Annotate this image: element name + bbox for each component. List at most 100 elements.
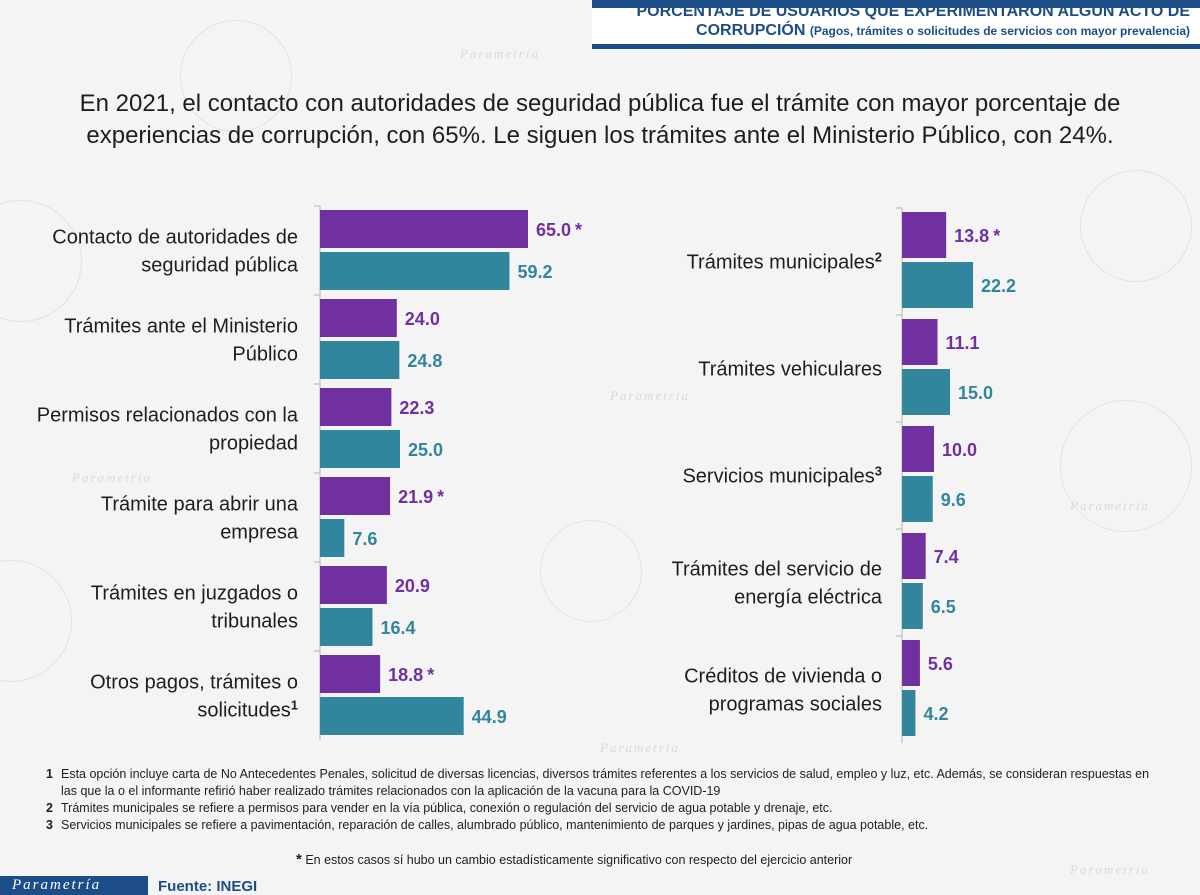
bar	[902, 426, 934, 472]
category-label: Trámites vehiculares	[698, 359, 882, 381]
footnote-text: Trámites municipales se refiere a permis…	[61, 801, 833, 815]
category-label: energía eléctrica	[734, 587, 883, 609]
significance-star: *	[437, 487, 444, 507]
significance-text: En estos casos sí hubo un cambio estadís…	[305, 853, 853, 867]
data-label: 7.6	[352, 529, 377, 549]
watermark-text: Parametría	[460, 46, 540, 61]
data-label: 18.8 *	[388, 665, 434, 685]
data-label: 25.0	[408, 440, 443, 460]
category-label: Créditos de vivienda o	[684, 666, 882, 688]
category-label: Trámites ante el Ministerio	[64, 316, 298, 338]
footnote-ref: 2	[875, 249, 882, 264]
chart-title: PORCENTAJE DE USUARIOS QUE EXPERIMENTARO…	[630, 2, 1190, 41]
watermark-text: Parametría	[600, 740, 680, 755]
bar	[320, 697, 464, 735]
category-label: tribunales	[211, 611, 298, 633]
data-label: 59.2	[517, 262, 552, 282]
bar	[902, 476, 933, 522]
data-label: 65.0 *	[536, 220, 582, 240]
header-bar	[592, 0, 1200, 49]
footnote-text: Esta opción incluye carta de No Antecede…	[61, 767, 1150, 798]
watermark-text: Parametría	[1070, 862, 1150, 877]
bar	[902, 319, 938, 365]
category-label: Trámites en juzgados o	[91, 583, 298, 605]
category-label: Otros pagos, trámites o	[90, 672, 298, 694]
category-label: seguridad pública	[141, 255, 299, 277]
data-label: 16.4	[380, 618, 415, 638]
footnote-text: Servicios municipales se refiere a pavim…	[61, 818, 929, 832]
footnote-number: 1	[46, 767, 53, 781]
footnote-number: 2	[46, 801, 53, 815]
bar	[320, 430, 400, 468]
bar	[902, 212, 947, 258]
significance-mark: *	[296, 851, 302, 868]
bar	[320, 299, 397, 337]
watermark-text: Parametría	[610, 388, 690, 403]
bar	[320, 388, 392, 426]
footnote: 3 Servicios municipales se refiere a pavi…	[46, 817, 1166, 834]
watermark-text: Parametría	[1070, 498, 1150, 513]
bar	[902, 369, 950, 415]
chart-title-line1: PORCENTAJE DE USUARIOS QUE EXPERIMENTARO…	[636, 3, 1190, 20]
watermark-circle	[540, 520, 642, 622]
category-label: Trámite para abrir una	[101, 494, 299, 516]
bar	[902, 690, 916, 736]
footnote-ref: 3	[875, 463, 882, 478]
significance-note: * En estos casos sí hubo un cambio estad…	[296, 851, 852, 868]
data-label: 13.8 *	[954, 226, 1000, 246]
data-label: 9.6	[941, 490, 966, 510]
category-label: propiedad	[209, 433, 298, 455]
bar	[902, 640, 920, 686]
footnotes: 1 Esta opción incluye carta de No Anteced…	[46, 766, 1166, 834]
brand-logo: Parametría	[0, 876, 148, 895]
data-label: 20.9	[395, 576, 430, 596]
data-label: 7.4	[934, 547, 959, 567]
footnote: 1 Esta opción incluye carta de No Anteced…	[46, 766, 1166, 800]
bar	[320, 608, 373, 646]
bar	[320, 252, 510, 290]
data-label: 15.0	[958, 383, 993, 403]
significance-star: *	[427, 665, 434, 685]
category-label: Servicios municipales3	[682, 463, 882, 488]
bar	[902, 262, 974, 308]
bar	[320, 566, 387, 604]
data-label: 24.0	[405, 309, 440, 329]
chart-title-main: CORRUPCIÓN	[696, 22, 806, 39]
footnote-number: 3	[46, 818, 53, 832]
data-label: 44.9	[472, 707, 507, 727]
data-label: 11.1	[946, 333, 980, 353]
category-label: Permisos relacionados con la	[37, 405, 299, 427]
category-label: empresa	[220, 522, 299, 544]
data-label: 21.9 *	[398, 487, 444, 507]
footnote-ref: 1	[291, 697, 298, 712]
watermark-text: Parametría	[72, 470, 152, 485]
category-label: Trámites del servicio de	[672, 559, 882, 581]
footnote: 2 Trámites municipales se refiere a permi…	[46, 800, 1166, 817]
bar	[320, 477, 391, 515]
category-label: Trámites municipales2	[687, 249, 882, 274]
chart-subtitle: (Pagos, trámites o solicitudes de servic…	[809, 24, 1190, 38]
category-label: Público	[232, 344, 298, 366]
category-label: solicitudes1	[197, 697, 298, 722]
bar	[902, 583, 923, 629]
bar	[320, 655, 381, 693]
category-label: Contacto de autoridades de	[52, 227, 298, 249]
watermark-circle	[180, 20, 292, 132]
significance-star: *	[993, 226, 1000, 246]
data-label: 5.6	[928, 654, 953, 674]
source-label: Fuente: INEGI	[158, 878, 258, 895]
category-label: programas sociales	[709, 694, 882, 716]
bar	[902, 533, 926, 579]
significance-star: *	[575, 220, 582, 240]
data-label: 22.3	[399, 398, 434, 418]
chart-title-line2: CORRUPCIÓN (Pagos, trámites o solicitude…	[630, 21, 1190, 41]
watermark-circle	[1080, 170, 1192, 282]
header-accent	[592, 0, 1200, 8]
data-label: 4.2	[923, 704, 948, 724]
data-label: 6.5	[931, 597, 956, 617]
data-label: 24.8	[407, 351, 442, 371]
headline: En 2021, el contacto con autoridades de …	[79, 90, 1121, 149]
bar	[320, 210, 528, 248]
watermark-circle	[1060, 400, 1192, 532]
